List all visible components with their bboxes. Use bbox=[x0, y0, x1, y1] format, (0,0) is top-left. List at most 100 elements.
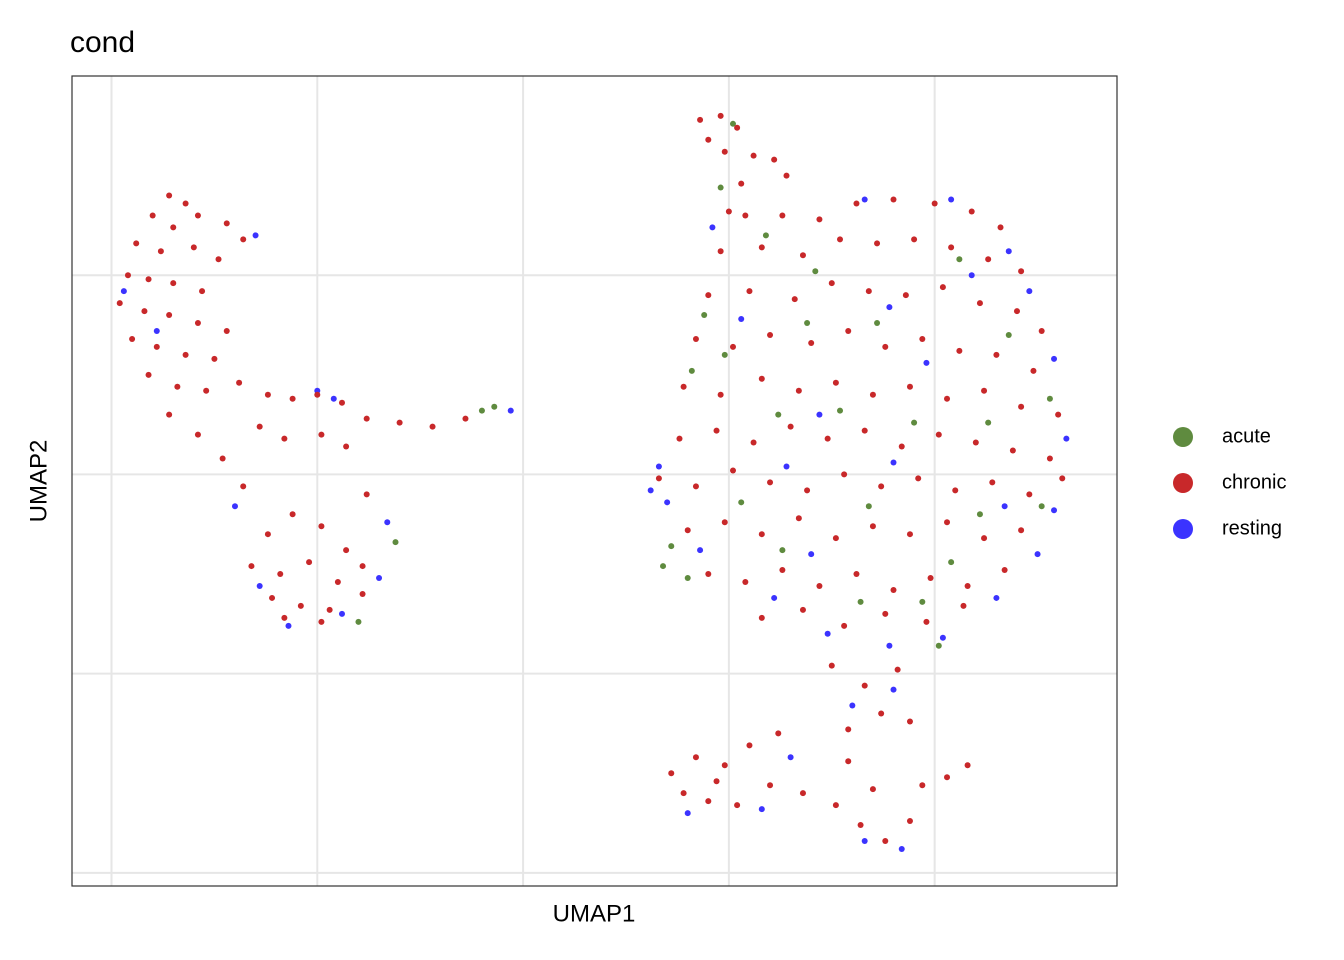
point bbox=[878, 483, 885, 490]
point bbox=[174, 383, 181, 390]
point bbox=[857, 822, 864, 829]
point bbox=[841, 471, 848, 478]
point bbox=[976, 300, 983, 307]
point bbox=[713, 778, 720, 785]
point bbox=[256, 423, 263, 430]
point bbox=[697, 547, 704, 554]
point bbox=[734, 124, 741, 131]
point bbox=[1018, 527, 1025, 534]
point bbox=[828, 280, 835, 287]
point bbox=[734, 802, 741, 809]
point bbox=[668, 770, 675, 777]
point bbox=[343, 547, 350, 554]
point bbox=[1055, 411, 1062, 418]
point bbox=[816, 216, 823, 223]
point bbox=[832, 535, 839, 542]
point bbox=[1059, 475, 1066, 482]
point bbox=[890, 459, 897, 466]
point bbox=[384, 519, 391, 526]
point bbox=[869, 391, 876, 398]
point bbox=[281, 435, 288, 442]
point bbox=[787, 423, 794, 430]
point bbox=[166, 411, 173, 418]
point bbox=[729, 343, 736, 350]
point bbox=[1046, 455, 1053, 462]
point bbox=[919, 782, 926, 789]
point bbox=[729, 467, 736, 474]
point bbox=[939, 284, 946, 291]
legend-key bbox=[1173, 473, 1193, 493]
point bbox=[882, 343, 889, 350]
point bbox=[767, 479, 774, 486]
point bbox=[849, 702, 856, 709]
point bbox=[750, 439, 757, 446]
point bbox=[153, 327, 160, 334]
point bbox=[684, 527, 691, 534]
point bbox=[668, 543, 675, 550]
point bbox=[248, 563, 255, 570]
point bbox=[203, 387, 210, 394]
grid bbox=[72, 76, 1117, 886]
point bbox=[680, 383, 687, 390]
point bbox=[878, 710, 885, 717]
point bbox=[775, 730, 782, 737]
point bbox=[297, 602, 304, 609]
point bbox=[742, 579, 749, 586]
point bbox=[697, 116, 704, 123]
point bbox=[1005, 331, 1012, 338]
point bbox=[853, 571, 860, 578]
point bbox=[767, 331, 774, 338]
point bbox=[153, 343, 160, 350]
legend: acute chronic resting bbox=[1173, 425, 1286, 539]
point bbox=[211, 355, 218, 362]
point bbox=[330, 395, 337, 402]
point bbox=[1005, 248, 1012, 255]
point bbox=[182, 200, 189, 207]
point bbox=[771, 156, 778, 163]
point bbox=[898, 845, 905, 852]
point bbox=[194, 212, 201, 219]
chart-title: cond bbox=[70, 26, 135, 59]
point bbox=[816, 411, 823, 418]
point bbox=[462, 415, 469, 422]
point bbox=[775, 411, 782, 418]
point bbox=[968, 272, 975, 279]
point bbox=[264, 531, 271, 538]
point bbox=[306, 559, 313, 566]
point bbox=[783, 463, 790, 470]
point bbox=[931, 200, 938, 207]
point bbox=[799, 606, 806, 613]
point bbox=[713, 427, 720, 434]
point bbox=[799, 252, 806, 259]
point bbox=[256, 582, 263, 589]
y-axis-label: UMAP2 bbox=[25, 440, 52, 523]
point bbox=[1018, 268, 1025, 275]
point bbox=[359, 563, 366, 570]
point bbox=[725, 208, 732, 215]
point bbox=[865, 503, 872, 510]
point bbox=[738, 316, 745, 323]
point bbox=[906, 718, 913, 725]
point bbox=[684, 575, 691, 582]
point bbox=[890, 586, 897, 593]
point bbox=[717, 248, 724, 255]
point bbox=[804, 487, 811, 494]
point bbox=[964, 582, 971, 589]
point bbox=[791, 296, 798, 303]
point bbox=[886, 642, 893, 649]
point bbox=[705, 292, 712, 299]
point bbox=[285, 622, 292, 629]
point bbox=[981, 387, 988, 394]
point bbox=[664, 499, 671, 506]
point bbox=[832, 802, 839, 809]
point bbox=[281, 614, 288, 621]
point bbox=[166, 312, 173, 319]
point bbox=[705, 136, 712, 143]
point bbox=[738, 499, 745, 506]
point bbox=[985, 419, 992, 426]
point bbox=[841, 622, 848, 629]
point bbox=[857, 598, 864, 605]
point bbox=[721, 762, 728, 769]
point bbox=[116, 300, 123, 307]
point bbox=[120, 288, 127, 295]
